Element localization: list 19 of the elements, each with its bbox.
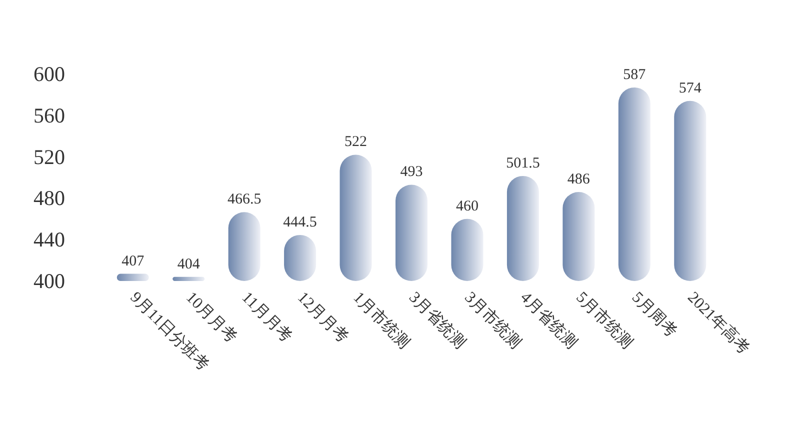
x-tick-label: 12月月考	[294, 288, 352, 346]
data-label: 501.5	[506, 155, 540, 172]
y-tick-label: 520	[34, 144, 65, 169]
data-label: 460	[456, 198, 478, 214]
data-label: 587	[623, 66, 646, 83]
y-tick-label: 480	[34, 186, 65, 210]
data-label: 404	[177, 256, 200, 272]
x-tick-label: 11月月考	[238, 288, 296, 346]
data-label: 522	[344, 134, 368, 150]
y-tick-label: 440	[34, 228, 65, 252]
data-label: 486	[567, 171, 590, 188]
data-label: 574	[678, 80, 702, 96]
data-label: 444.5	[283, 214, 317, 230]
data-label: 407	[122, 253, 145, 270]
y-tick-label: 560	[34, 103, 65, 128]
data-label: 493	[400, 164, 423, 180]
y-tick-label: 400	[34, 269, 65, 293]
y-tick-label: 600	[34, 62, 65, 86]
data-label: 466.5	[227, 192, 262, 208]
